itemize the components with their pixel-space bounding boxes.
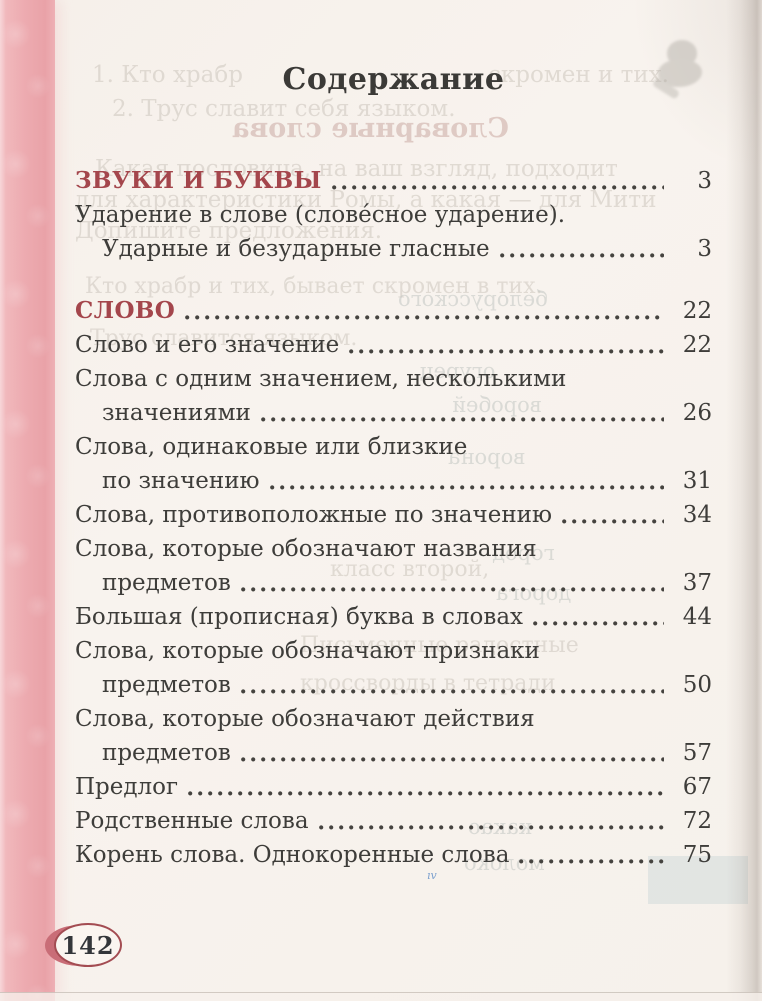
dot-leader <box>260 464 678 498</box>
badge-oval: 142 <box>54 923 122 967</box>
toc-entry-row: Слова, одинаковые или близкие <box>75 430 712 464</box>
toc-entry-row: по значению 31 <box>75 464 712 498</box>
toc-entry-label: Ударение в слове (слове́сное ударение). <box>75 202 566 228</box>
toc-entry-row: Родственные слова 72 <box>75 804 712 838</box>
toc-entry-label: Корень слова. Однокоренные слова <box>75 842 510 868</box>
toc-entry-label: Слова с одним значением, несколькими <box>75 366 567 392</box>
toc-entry-row: Слово и его значение 22 <box>75 328 712 362</box>
toc-page-number: 37 <box>682 570 712 596</box>
bleedthrough-text: 1. Кто храбр <box>92 62 243 88</box>
toc-entry-label: Слова, которые обозначают признаки <box>75 638 540 664</box>
toc-list: ЗВУКИ И БУКВЫ 3 Ударение в слове (слове́сн… <box>75 164 712 872</box>
bleedthrough-text: Трус славится языком. <box>90 326 358 351</box>
toc-entry-row: Ударение в слове (слове́сное ударение). <box>75 198 712 232</box>
toc-entry-row: Слова, которые обозначают признаки <box>75 634 712 668</box>
toc-entry-row: Корень слова. Однокоренные слова 75 <box>75 838 712 872</box>
toc-section-row: СЛОВО 22 <box>75 294 712 328</box>
pen-mark: ıv <box>427 869 437 882</box>
bleedthrough-text: Какая пословица, на ваш взгляд, подходит <box>95 156 618 182</box>
toc-entry-label: Слова, противоположные по значению <box>75 502 553 528</box>
dot-leader <box>251 396 678 430</box>
bleedthrough-text: скромен и тих. <box>488 62 669 88</box>
toc-entry-row: Слова, которые обозначают названия <box>75 532 712 566</box>
bleedthrough-text: для характеристики Ромы, а какая — для М… <box>75 187 657 213</box>
toc-entry-label: по значению <box>102 468 260 494</box>
toc-entry-label: предметов <box>102 672 231 698</box>
toc-entry-label: Большая (прописная) буква в словах <box>75 604 524 630</box>
toc-entry-row: предметов 57 <box>75 736 712 770</box>
toc-page-number: 72 <box>682 808 712 834</box>
page-title: Содержание <box>282 62 505 97</box>
toc-page-number: 26 <box>682 400 712 426</box>
toc-entry-label: Слова, которые обозначают действия <box>75 706 535 732</box>
toc-entry-label: ЗВУКИ И БУКВЫ <box>75 167 322 194</box>
bleedthrough-text: класс второй, <box>330 557 490 582</box>
pushpin-head-shape <box>667 40 697 66</box>
toc-page-number: 50 <box>682 672 712 698</box>
toc-page-number: 3 <box>697 168 712 194</box>
dot-leader <box>552 498 678 532</box>
bleedthrough-text: 2. Трус славит себя языком. <box>112 96 456 122</box>
toc-entry-row: предметов 50 <box>75 668 712 702</box>
toc-entry-label: значениями <box>102 400 251 426</box>
toc-entry-label: Предлог <box>75 774 179 800</box>
toc-entry-label: Ударные и безударные гласные <box>102 236 490 262</box>
dot-leader <box>231 736 678 770</box>
toc-entry-row: Большая (прописная) буква в словах 44 <box>75 600 712 634</box>
toc-entry-label: предметов <box>102 740 231 766</box>
bleedthrough-text: Кто храбр и тих, бывает скромен в тих. <box>85 274 543 299</box>
toc-page-number: 34 <box>682 502 712 528</box>
dot-leader <box>490 232 678 266</box>
bleedthrough-text: Допишите предложения. <box>75 218 383 244</box>
bleedthrough-block <box>648 856 748 904</box>
dot-leader <box>322 164 678 198</box>
toc-entry-label: СЛОВО <box>75 297 176 324</box>
dot-leader <box>339 328 678 362</box>
toc-entry-label: Родственные слова <box>75 808 309 834</box>
toc-entry-row: Слова, которые обозначают действия <box>75 702 712 736</box>
toc-page-number: 31 <box>682 468 712 494</box>
toc-entry-row: Слова с одним значением, несколькими <box>75 362 712 396</box>
toc-entry-label: Слова, которые обозначают названия <box>75 536 537 562</box>
toc-content: Содержание ЗВУКИ И БУКВЫ 3 Ударение в слов… <box>75 0 712 872</box>
toc-page-number: 67 <box>682 774 712 800</box>
toc-entry-row: значениями 26 <box>75 396 712 430</box>
toc-page-number: 22 <box>682 298 712 324</box>
dot-leader <box>231 566 678 600</box>
toc-page-number: 22 <box>682 332 712 358</box>
spine-band <box>0 0 55 1001</box>
toc-entry-row: предметов 37 <box>75 566 712 600</box>
toc-entry-label: предметов <box>102 570 231 596</box>
page-number: 142 <box>61 930 115 960</box>
toc-entry-label: Слово и его значение <box>75 332 340 358</box>
toc-page-number: 44 <box>682 604 712 630</box>
toc-entry-row: Ударные и безударные гласные 3 <box>75 232 712 266</box>
page-number-badge: 142 <box>45 922 125 968</box>
dot-leader <box>231 668 678 702</box>
dot-leader <box>309 804 678 838</box>
bleedthrough-text: Письменные радостные <box>300 633 579 658</box>
dot-leader <box>523 600 678 634</box>
toc-entry-label: Слова, одинаковые или близкие <box>75 434 468 460</box>
toc-section-row: ЗВУКИ И БУКВЫ 3 <box>75 164 712 198</box>
toc-page-number: 57 <box>682 740 712 766</box>
pushpin-bleedthrough-icon <box>651 40 710 112</box>
dot-leader <box>178 770 678 804</box>
toc-entry-row: Слова, противоположные по значению 34 <box>75 498 712 532</box>
toc-entry-row: Предлог 67 <box>75 770 712 804</box>
toc-page-number: 75 <box>682 842 712 868</box>
toc-page-number: 3 <box>697 236 712 262</box>
dot-leader <box>509 838 678 872</box>
pushpin-body-shape <box>658 59 702 87</box>
dot-leader <box>175 294 678 328</box>
